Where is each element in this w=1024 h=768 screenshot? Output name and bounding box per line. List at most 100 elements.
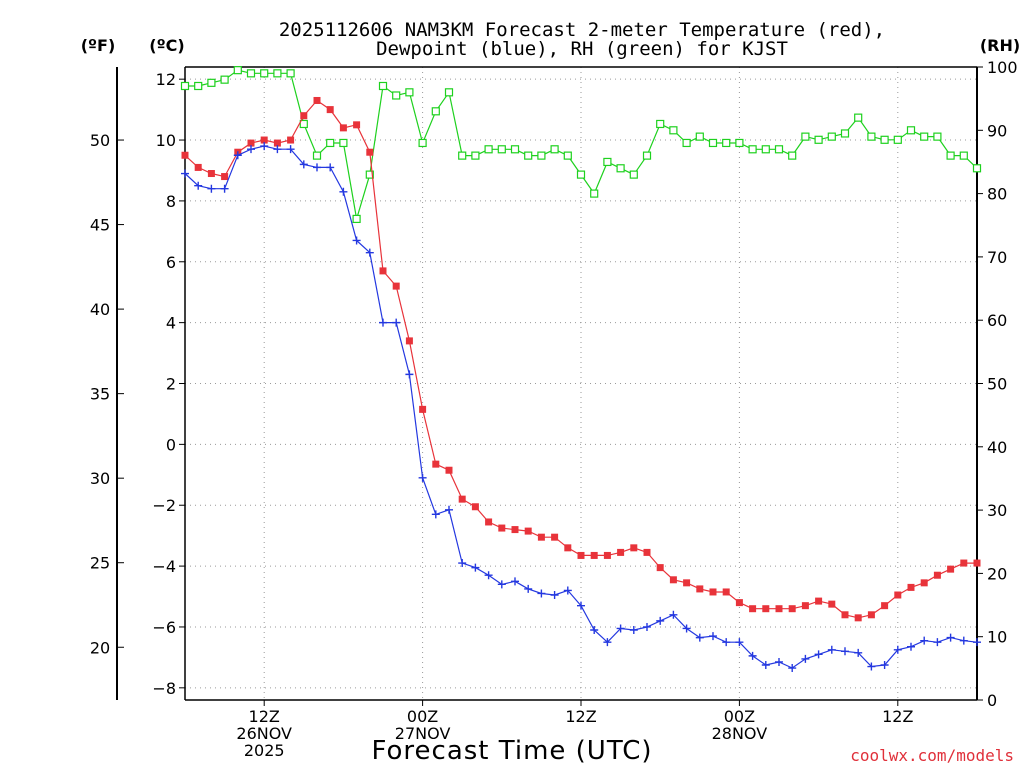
dewpoint-point	[788, 664, 797, 673]
rh-point	[933, 132, 942, 141]
rh-point	[669, 126, 678, 135]
rh-tick-label: 50	[987, 375, 1007, 394]
dewpoint-point	[194, 181, 203, 190]
rh-tick-label: 60	[987, 311, 1007, 330]
temperature-point	[854, 614, 862, 622]
dewpoint-point	[827, 645, 836, 654]
temperature-point	[445, 466, 453, 474]
dewpoint-point	[220, 184, 229, 193]
dewpoint-point	[497, 580, 506, 589]
rh-point	[761, 145, 770, 154]
rh-point	[814, 135, 823, 144]
x-tick-label: 27NOV	[395, 724, 451, 743]
chart-title: 2025112606 NAM3KM Forecast 2-meter Tempe…	[279, 19, 885, 41]
rh-point	[682, 138, 691, 148]
rh-point	[642, 151, 652, 160]
rh-point	[233, 66, 242, 75]
rh-point	[194, 81, 203, 91]
rh-point	[906, 126, 916, 135]
rh-point	[207, 78, 216, 87]
temperature-point	[643, 548, 651, 556]
temperature-point	[973, 559, 981, 567]
rh-tick-label: 80	[987, 185, 1007, 204]
dewpoint-point	[273, 145, 282, 154]
dewpoint-point	[616, 624, 625, 633]
dewpoint-point	[286, 145, 295, 154]
rh-point	[524, 151, 533, 160]
rh-point	[497, 145, 506, 154]
dewpoint-point	[365, 248, 374, 257]
rh-tick-label: 70	[987, 248, 1007, 267]
celsius-tick-label: −8	[152, 679, 176, 698]
x-tick-label: 12Z	[249, 707, 280, 726]
celsius-tick-label: −4	[152, 557, 176, 576]
temperature-point	[617, 548, 625, 556]
dewpoint-point	[669, 610, 678, 619]
temperature-point	[511, 526, 519, 534]
dewpoint-point	[907, 642, 915, 651]
temperature-point	[194, 163, 202, 171]
rh-point	[431, 107, 440, 116]
temperature-point	[749, 605, 757, 613]
rh-point	[576, 170, 586, 179]
temperature-point	[247, 139, 255, 147]
rh-point	[920, 132, 929, 141]
temperature-point	[867, 611, 875, 619]
dewpoint-point	[920, 636, 929, 645]
rh-point	[510, 145, 520, 154]
credit-link[interactable]: coolwx.com/models	[850, 746, 1014, 765]
temperature-point	[392, 282, 400, 290]
dewpoint-point	[405, 370, 414, 379]
fahrenheit-tick-label: 30	[90, 469, 110, 488]
rh-point	[616, 164, 625, 173]
series-dewpoint	[181, 142, 981, 673]
temperature-point	[894, 591, 902, 599]
temperature-point	[762, 605, 770, 613]
dewpoint-point	[801, 654, 810, 663]
rh-point	[392, 91, 401, 100]
rh-tick-label: 10	[987, 628, 1007, 647]
rh-point	[260, 69, 269, 78]
temperature-point	[801, 602, 809, 610]
temperature-point	[577, 551, 585, 559]
rh-point	[220, 75, 229, 84]
dewpoint-point	[656, 616, 665, 625]
dewpoint-point	[260, 142, 269, 151]
rh-point	[273, 69, 282, 78]
temperature-point	[960, 559, 968, 567]
rh-point	[550, 145, 559, 154]
temperature-point	[656, 564, 664, 572]
rh-point	[880, 135, 889, 144]
temperature-point	[221, 173, 229, 181]
rh-point	[418, 138, 427, 148]
x-tick-label: 12Z	[565, 707, 596, 726]
dewpoint-point	[946, 633, 955, 642]
rh-point	[352, 214, 361, 224]
fahrenheit-unit-label: (ºF)	[81, 36, 116, 55]
rh-point	[735, 138, 744, 148]
temperature-point	[498, 524, 506, 532]
temperature-point	[709, 588, 717, 596]
x-tick-label: 12Z	[882, 707, 913, 726]
temperature-point	[841, 611, 849, 619]
temperature-point	[379, 267, 387, 275]
rh-point	[339, 138, 348, 148]
dewpoint-point	[181, 169, 189, 178]
rh-point	[563, 151, 572, 160]
rh-point	[180, 81, 190, 91]
fahrenheit-tick-label: 45	[90, 216, 110, 235]
temperature-point	[260, 136, 268, 144]
rh-point	[801, 132, 810, 141]
dewpoint-point	[590, 626, 599, 635]
temperature-point	[432, 460, 440, 468]
dewpoint-point	[511, 577, 519, 586]
fahrenheit-tick-label: 35	[90, 385, 110, 404]
dewpoint-point	[893, 645, 902, 654]
temperature-point	[603, 551, 611, 559]
rh-point	[629, 170, 638, 179]
celsius-tick-label: 0	[166, 435, 176, 454]
x-tick-label: 00Z	[407, 707, 438, 726]
temperature-point	[537, 533, 545, 541]
rh-point	[788, 151, 797, 160]
